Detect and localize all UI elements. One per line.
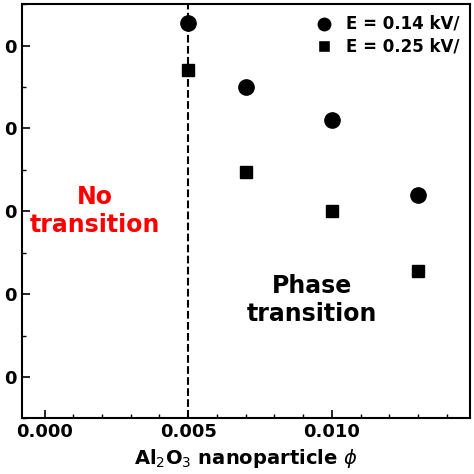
- X-axis label: Al$_2$O$_3$ nanoparticle $\phi$: Al$_2$O$_3$ nanoparticle $\phi$: [134, 447, 357, 470]
- Legend: E = 0.14 kV/, E = 0.25 kV/: E = 0.14 kV/, E = 0.25 kV/: [306, 12, 462, 58]
- Text: Phase
transition: Phase transition: [246, 274, 377, 326]
- Text: No
transition: No transition: [29, 185, 160, 237]
